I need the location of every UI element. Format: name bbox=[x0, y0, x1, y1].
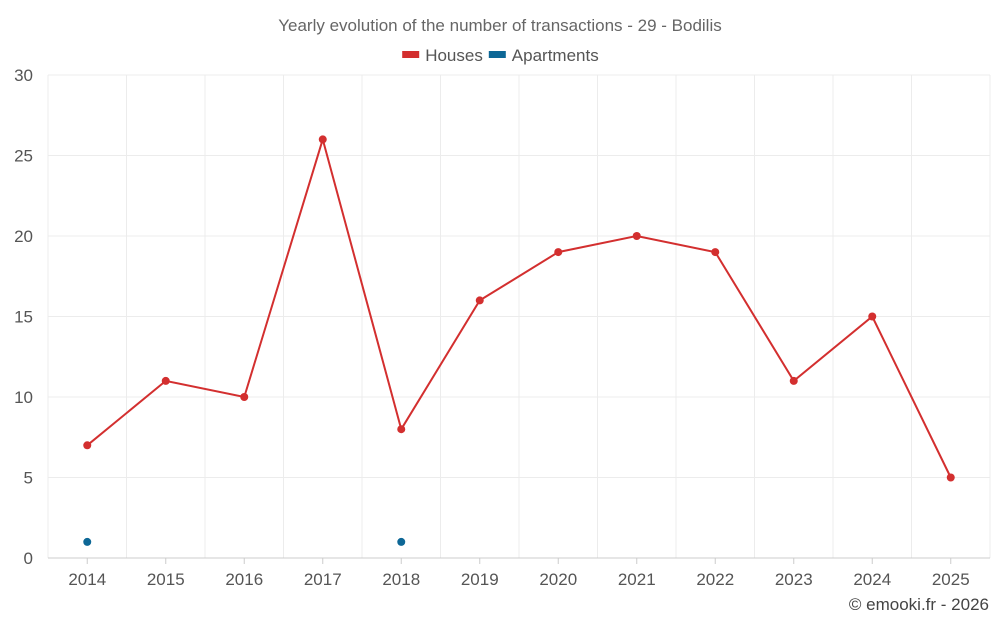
y-tick-label: 0 bbox=[24, 549, 33, 568]
legend-label-houses[interactable]: Houses bbox=[425, 46, 483, 65]
data-point-houses[interactable] bbox=[83, 441, 92, 450]
legend: Houses Apartments bbox=[402, 46, 599, 65]
chart-title: Yearly evolution of the number of transa… bbox=[278, 16, 722, 35]
data-point-houses[interactable] bbox=[240, 393, 249, 401]
x-tick-label: 2014 bbox=[68, 570, 106, 589]
series-houses bbox=[83, 135, 955, 482]
y-axis: 0 5 10 15 20 25 30 bbox=[14, 66, 33, 568]
data-point-houses[interactable] bbox=[946, 473, 955, 482]
y-tick-label: 20 bbox=[14, 227, 33, 246]
x-tick-label: 2025 bbox=[932, 570, 970, 589]
x-tick-label: 2024 bbox=[853, 570, 891, 589]
x-tick-label: 2020 bbox=[539, 570, 577, 589]
x-tick-label: 2021 bbox=[618, 570, 656, 589]
credit-text: © emooki.fr - 2026 bbox=[849, 595, 989, 614]
data-point-houses[interactable] bbox=[318, 135, 327, 144]
data-point-apartments[interactable] bbox=[397, 537, 406, 546]
legend-swatch-apartments[interactable] bbox=[488, 51, 506, 58]
data-point-houses[interactable] bbox=[868, 312, 877, 321]
data-point-houses[interactable] bbox=[554, 248, 563, 257]
x-tick-label: 2017 bbox=[304, 570, 342, 589]
data-point-apartments[interactable] bbox=[83, 537, 92, 546]
data-point-houses[interactable] bbox=[397, 425, 406, 434]
y-tick-label: 15 bbox=[14, 308, 33, 327]
data-point-houses[interactable] bbox=[475, 296, 484, 305]
series-line-houses bbox=[86, 135, 952, 478]
x-axis: 2014 2015 2016 2017 2018 2019 2020 2021 2022 2023… bbox=[68, 558, 970, 589]
x-tick-label: 2023 bbox=[775, 570, 813, 589]
data-point-houses[interactable] bbox=[632, 232, 641, 240]
x-tick-label: 2015 bbox=[147, 570, 185, 589]
legend-swatch-houses[interactable] bbox=[402, 51, 420, 58]
x-tick-label: 2016 bbox=[225, 570, 263, 589]
data-point-houses[interactable] bbox=[789, 376, 798, 385]
x-tick-label: 2022 bbox=[696, 570, 734, 589]
x-tick-label: 2018 bbox=[382, 570, 420, 589]
y-tick-label: 5 bbox=[24, 469, 33, 488]
series-apartments bbox=[83, 537, 406, 546]
y-tick-label: 25 bbox=[14, 147, 33, 166]
y-tick-label: 10 bbox=[14, 388, 33, 407]
data-point-houses[interactable] bbox=[711, 248, 720, 257]
plot-area bbox=[83, 135, 955, 546]
x-tick-label: 2019 bbox=[461, 570, 499, 589]
legend-label-apartments[interactable]: Apartments bbox=[512, 46, 599, 65]
data-point-houses[interactable] bbox=[161, 376, 170, 385]
y-tick-label: 30 bbox=[14, 66, 33, 85]
grid-lines bbox=[47, 74, 991, 559]
